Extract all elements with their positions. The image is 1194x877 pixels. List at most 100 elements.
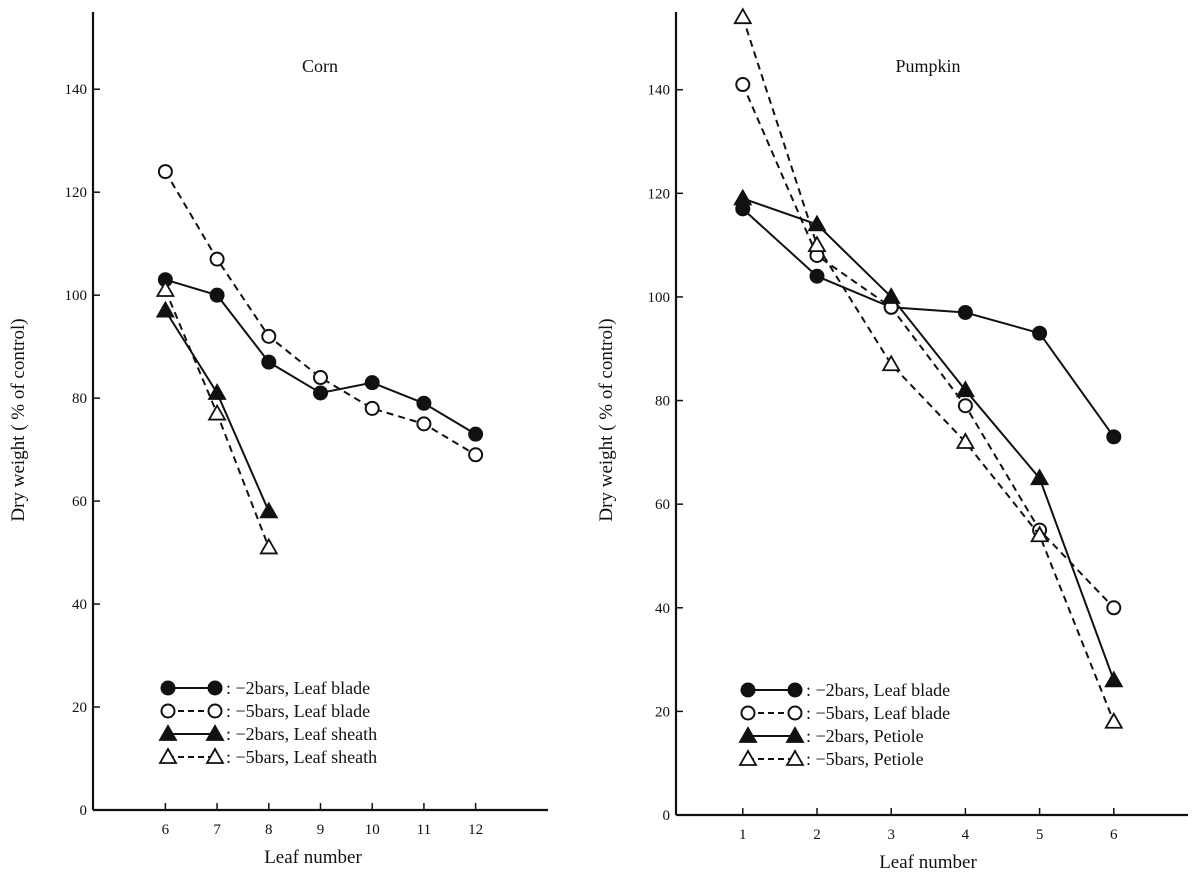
y-axis-label: Dry weight ( % of control) (8, 318, 29, 521)
y-tick-label: 40 (72, 597, 87, 613)
data-point (1030, 468, 1050, 486)
y-tick-label: 0 (663, 808, 671, 824)
data-point (807, 214, 827, 232)
data-point (364, 400, 380, 416)
y-axis-label: Dry weight ( % of control) (596, 318, 617, 521)
data-point (809, 268, 825, 284)
series-3 (733, 188, 1124, 688)
data-point (416, 416, 432, 432)
legend-label: : −2bars, Leaf blade (226, 678, 370, 698)
legend-marker (738, 749, 758, 766)
legend-marker (158, 747, 178, 764)
y-tick-label: 100 (65, 288, 88, 304)
x-tick-label: 5 (1036, 827, 1044, 843)
data-point (209, 251, 225, 267)
legend-marker (740, 705, 756, 721)
data-point (364, 375, 380, 391)
data-point (881, 354, 901, 372)
y-tick-label: 20 (72, 700, 87, 716)
x-tick-label: 6 (1110, 827, 1118, 843)
legend-label: : −2bars, Petiole (806, 726, 924, 746)
data-point (416, 395, 432, 411)
data-point (207, 383, 227, 400)
x-tick-label: 1 (739, 827, 747, 843)
y-tick-label: 60 (655, 497, 670, 513)
data-point (1104, 711, 1124, 729)
y-tick-label: 20 (655, 704, 670, 720)
data-point (261, 354, 277, 370)
legend-marker (787, 682, 803, 698)
chart-title: Corn (302, 56, 338, 76)
legend-marker (207, 703, 223, 719)
legend-label: : −2bars, Leaf blade (806, 680, 950, 700)
series-line (742, 197, 1115, 681)
data-point (468, 447, 484, 463)
legend-marker (785, 749, 805, 766)
legend-marker (205, 747, 225, 764)
data-point (261, 328, 277, 344)
legend: : −2bars, Leaf blade : −5bars, Leaf blade… (738, 680, 950, 769)
data-point (157, 164, 173, 180)
data-point (155, 280, 175, 297)
legend-marker (207, 680, 223, 696)
y-tick-label: 140 (648, 83, 671, 99)
y-tick-label: 140 (65, 82, 88, 98)
x-tick-label: 7 (213, 822, 221, 838)
x-tick-label: 9 (317, 822, 325, 838)
data-point (1030, 525, 1050, 543)
series-line (741, 16, 1115, 723)
y-tick-label: 80 (72, 391, 87, 407)
x-tick-label: 4 (962, 827, 970, 843)
y-tick-label: 60 (72, 494, 87, 510)
legend: : −2bars, Leaf blade : −5bars, Leaf blade… (158, 678, 377, 767)
data-point (881, 287, 901, 304)
series-4 (155, 280, 279, 555)
data-point (259, 537, 279, 555)
data-point (207, 403, 227, 421)
data-point (1106, 600, 1122, 616)
x-tick-label: 12 (468, 822, 483, 838)
data-point (735, 77, 751, 93)
data-point (733, 7, 753, 25)
pumpkin-chart: 0 20 40 60 80 100 120 140 1 2 3 4 5 6 Pumpkin Leaf numb… (596, 7, 1188, 873)
legend-marker (740, 682, 756, 698)
data-point (1032, 325, 1048, 341)
data-point (1104, 670, 1124, 688)
series-2 (157, 164, 484, 463)
data-point (807, 235, 827, 253)
x-tick-label: 6 (162, 822, 170, 838)
series-2 (735, 77, 1122, 616)
data-point (259, 501, 279, 519)
data-point (955, 380, 975, 398)
legend-label: : −5bars, Leaf blade (806, 703, 950, 723)
legend-label: : −5bars, Leaf sheath (226, 747, 377, 767)
legend-marker (160, 703, 176, 719)
series-line (741, 84, 1115, 609)
series-line (165, 278, 477, 436)
data-point (313, 385, 328, 401)
series-1 (735, 201, 1122, 445)
y-tick-label: 120 (65, 185, 88, 201)
y-tick-label: 0 (80, 803, 88, 819)
x-tick-label: 8 (265, 822, 273, 838)
legend-label: : −5bars, Petiole (806, 749, 924, 769)
data-point (468, 426, 484, 442)
x-axis-label: Leaf number (264, 847, 362, 868)
data-point (1106, 429, 1122, 445)
legend-label: : −5bars, Leaf blade (226, 701, 370, 721)
data-point (733, 188, 753, 206)
y-tick-label: 100 (648, 290, 671, 306)
legend-marker (205, 724, 225, 741)
chart-title: Pumpkin (895, 56, 960, 76)
legend-marker (160, 680, 176, 696)
legend-marker (158, 724, 178, 741)
data-point (957, 304, 973, 320)
legend-marker (738, 726, 758, 743)
series-4 (733, 7, 1124, 729)
y-tick-label: 40 (655, 601, 670, 617)
legend-marker (785, 726, 805, 743)
series-line (742, 208, 1115, 438)
series-line (164, 171, 477, 456)
y-tick-label: 120 (648, 186, 671, 202)
